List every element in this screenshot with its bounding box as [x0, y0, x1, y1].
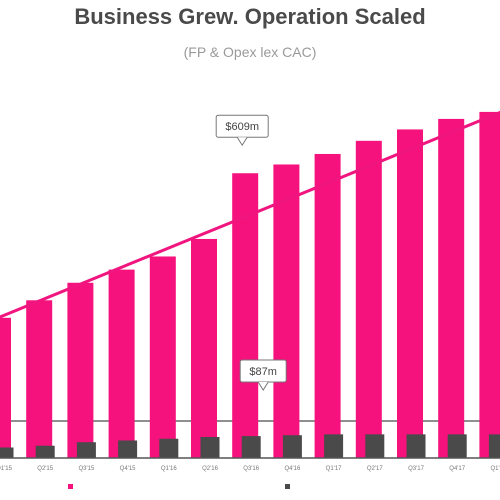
chart-subtitle: (FP & Opex lex CAC)	[183, 44, 317, 60]
bar-primary	[479, 111, 500, 459]
legend-swatch-primary	[68, 484, 73, 489]
bar-secondary	[282, 435, 302, 458]
bar-secondary	[241, 436, 261, 458]
bar-primary	[355, 140, 382, 459]
annotation-pointer	[257, 381, 269, 391]
bar-primary	[314, 153, 341, 458]
x-tick-label: Q1'16	[161, 466, 177, 472]
legend-item-secondary	[285, 484, 294, 489]
annotation-label: $87m	[249, 366, 277, 378]
annotation-label: $609m	[225, 121, 259, 133]
bar-secondary	[0, 447, 14, 458]
x-tick-label: Q2'16	[202, 466, 218, 472]
legend-item-primary	[68, 484, 77, 489]
bar-secondary	[406, 434, 426, 458]
trend-line	[0, 110, 500, 319]
x-tick-label: Q3'16	[243, 466, 259, 472]
bar-secondary	[447, 434, 467, 458]
x-tick-label: Q2'15	[37, 466, 53, 472]
legend	[0, 484, 500, 498]
x-tick-label: Q1'18	[490, 466, 500, 472]
bar-secondary	[488, 434, 500, 458]
bar-primary	[273, 164, 300, 458]
bar-primary	[191, 238, 217, 458]
bar-primary	[438, 118, 465, 459]
legend-swatch-secondary	[285, 484, 290, 489]
chart-title: Business Grew. Operation Scaled	[74, 4, 426, 29]
bar-secondary	[365, 434, 385, 458]
annotation-pointer	[236, 136, 248, 147]
x-tick-label: Q4'17	[449, 466, 465, 472]
bar-secondary	[118, 440, 138, 458]
bar-secondary	[159, 438, 179, 458]
x-tick-label: Q3'15	[78, 466, 94, 472]
bar-secondary	[35, 445, 55, 458]
bar-primary	[108, 269, 135, 458]
bar-primary	[149, 256, 176, 458]
bar-primary	[397, 129, 423, 458]
bar-secondary	[76, 442, 96, 458]
x-tick-label: Q1'15	[0, 466, 13, 472]
bar-primary	[26, 300, 53, 458]
bar-primary	[0, 317, 11, 458]
bar-secondary	[324, 434, 344, 458]
x-tick-label: Q1'17	[326, 466, 342, 472]
x-tick-label: Q3'17	[408, 466, 424, 472]
x-tick-label: Q4'16	[284, 466, 300, 472]
bar-secondary	[200, 436, 220, 458]
x-tick-label: Q2'17	[367, 466, 383, 472]
x-tick-label: Q4'15	[120, 466, 136, 472]
bar-primary	[67, 282, 94, 458]
